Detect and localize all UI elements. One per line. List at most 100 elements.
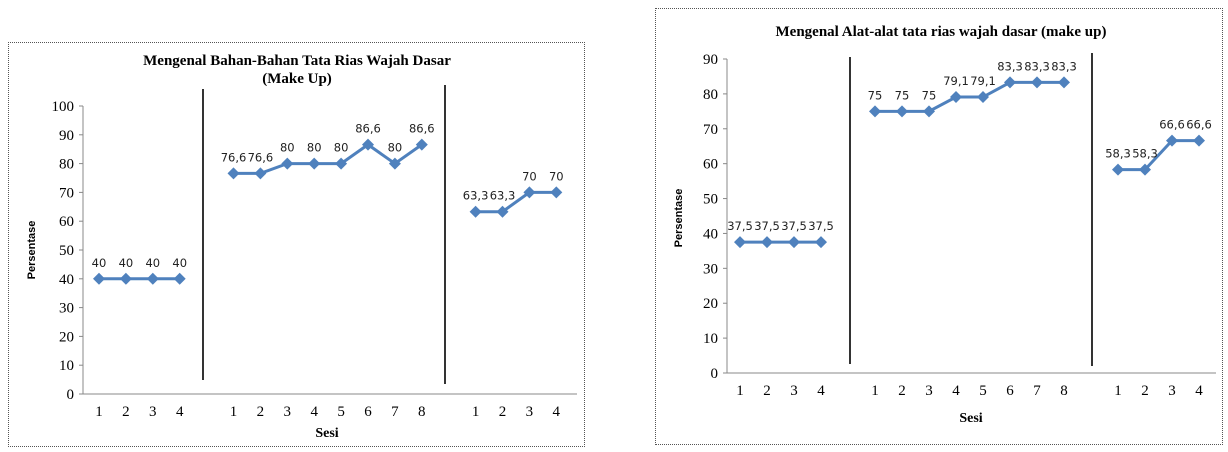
y-axis-title: Persentase xyxy=(673,189,685,248)
data-label: 63,3 xyxy=(490,189,516,203)
y-tick-label: 40 xyxy=(59,272,74,288)
x-tick-label: 4 xyxy=(310,404,318,420)
data-label: 83,3 xyxy=(1051,59,1077,73)
data-label: 40 xyxy=(172,256,187,270)
data-point-marker xyxy=(335,157,348,170)
y-tick-label: 10 xyxy=(703,331,718,347)
data-point-marker xyxy=(1112,163,1124,176)
x-axis-title: Sesi xyxy=(959,411,982,426)
x-tick-label: 4 xyxy=(952,383,960,399)
chart-left-svg: Mengenal Bahan-Bahan Tata Rias Wajah Das… xyxy=(26,53,577,441)
x-tick-label: 5 xyxy=(979,383,987,399)
data-label: 80 xyxy=(334,141,349,155)
chart-right-svg: Mengenal Alat-alat tata rias wajah dasar… xyxy=(673,24,1216,426)
x-tick-label: 7 xyxy=(1033,383,1041,399)
y-tick-label: 50 xyxy=(59,243,74,259)
data-label: 70 xyxy=(522,169,537,183)
x-tick-label: 3 xyxy=(1168,383,1176,399)
data-point-marker xyxy=(1058,76,1070,89)
data-point-marker xyxy=(496,205,509,218)
data-point-marker xyxy=(254,167,267,180)
data-label: 37,5 xyxy=(754,219,780,233)
data-point-marker xyxy=(788,236,800,249)
data-point-marker xyxy=(734,236,746,249)
y-tick-label: 80 xyxy=(59,157,74,173)
y-tick-label: 0 xyxy=(67,387,75,403)
data-label: 75 xyxy=(895,88,910,102)
data-label: 79,1 xyxy=(943,74,969,88)
data-label: 37,5 xyxy=(781,219,807,233)
data-point-marker xyxy=(469,205,482,218)
x-tick-label: 3 xyxy=(790,383,798,399)
data-label: 63,3 xyxy=(463,189,489,203)
x-tick-label: 3 xyxy=(925,383,933,399)
data-point-marker xyxy=(523,186,536,199)
y-tick-label: 20 xyxy=(59,329,74,345)
data-point-marker xyxy=(869,105,881,118)
data-point-marker xyxy=(1139,163,1151,176)
data-label: 76,6 xyxy=(221,150,247,164)
data-point-marker xyxy=(923,105,935,118)
x-tick-label: 1 xyxy=(1114,383,1122,399)
data-label: 79,1 xyxy=(970,74,996,88)
chart-title-line: Mengenal Alat-alat tata rias wajah dasar… xyxy=(776,24,1107,40)
data-point-marker xyxy=(815,236,827,249)
y-tick-label: 60 xyxy=(703,157,718,173)
x-tick-label: 2 xyxy=(122,404,129,420)
x-tick-label: 7 xyxy=(391,404,399,420)
data-point-marker xyxy=(415,138,428,151)
x-tick-label: 1 xyxy=(871,383,879,399)
x-tick-label: 5 xyxy=(337,404,345,420)
data-label: 75 xyxy=(868,88,883,102)
data-label: 37,5 xyxy=(727,219,753,233)
y-tick-label: 50 xyxy=(703,192,718,208)
x-tick-label: 2 xyxy=(257,404,265,420)
data-point-marker xyxy=(362,138,374,151)
y-tick-label: 10 xyxy=(59,358,74,374)
y-axis-title: Persentase xyxy=(26,221,38,280)
y-tick-label: 90 xyxy=(703,52,718,68)
data-label: 80 xyxy=(388,141,403,155)
x-tick-label: 4 xyxy=(553,404,561,420)
data-point-marker xyxy=(281,157,294,170)
x-tick-label: 1 xyxy=(472,404,480,420)
x-tick-label: 6 xyxy=(1006,383,1014,399)
data-point-marker xyxy=(1193,134,1205,147)
data-label: 66,6 xyxy=(1186,118,1212,132)
data-label: 66,6 xyxy=(1159,118,1185,132)
y-tick-label: 70 xyxy=(703,122,718,138)
chart-left: Mengenal Bahan-Bahan Tata Rias Wajah Das… xyxy=(8,42,585,447)
data-point-marker xyxy=(896,105,908,118)
y-tick-label: 30 xyxy=(59,301,74,317)
data-point-marker xyxy=(977,91,989,104)
x-tick-label: 8 xyxy=(418,404,426,420)
x-tick-label: 1 xyxy=(230,404,238,420)
data-label: 86,6 xyxy=(355,122,381,136)
data-label: 75 xyxy=(922,88,937,102)
data-label: 86,6 xyxy=(409,122,435,136)
data-point-marker xyxy=(119,272,132,285)
y-tick-label: 20 xyxy=(703,296,718,312)
data-label: 83,3 xyxy=(1024,59,1050,73)
x-axis-title: Sesi xyxy=(315,426,338,441)
data-label: 58,3 xyxy=(1132,147,1158,161)
data-point-marker xyxy=(388,157,401,170)
data-point-marker xyxy=(550,186,563,199)
data-point-marker xyxy=(308,157,321,170)
y-tick-label: 30 xyxy=(703,261,718,277)
x-tick-label: 2 xyxy=(898,383,906,399)
y-tick-label: 0 xyxy=(711,366,719,382)
data-label: 80 xyxy=(280,141,295,155)
chart-title-line: (Make Up) xyxy=(262,71,332,87)
x-tick-label: 4 xyxy=(1195,383,1203,399)
series-line-phase-2 xyxy=(233,142,423,175)
y-tick-label: 80 xyxy=(703,87,718,103)
x-tick-label: 3 xyxy=(284,404,292,420)
data-point-marker xyxy=(761,236,773,249)
y-tick-label: 40 xyxy=(703,226,718,242)
y-tick-label: 70 xyxy=(59,185,74,201)
data-label: 58,3 xyxy=(1105,147,1131,161)
data-label: 40 xyxy=(92,256,107,270)
x-tick-label: 2 xyxy=(1141,383,1149,399)
data-label: 83,3 xyxy=(997,59,1023,73)
